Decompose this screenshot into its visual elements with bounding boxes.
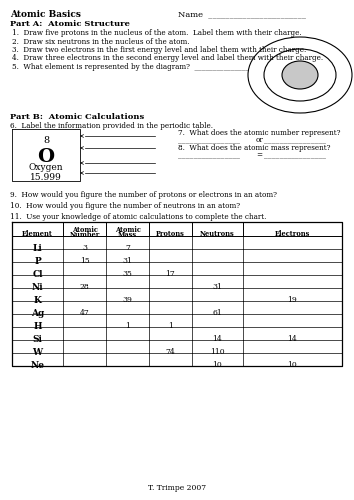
- Text: 4.  Draw three electrons in the second energy level and label them with their ch: 4. Draw three electrons in the second en…: [12, 54, 323, 62]
- Text: Neutrons: Neutrons: [200, 230, 235, 238]
- Text: 15: 15: [80, 257, 90, 265]
- Text: 1.  Draw five protons in the nucleus of the atom.  Label them with their charge.: 1. Draw five protons in the nucleus of t…: [12, 29, 302, 37]
- Text: Oxygen: Oxygen: [29, 163, 63, 172]
- Text: Electrons: Electrons: [275, 230, 310, 238]
- Text: Ne: Ne: [30, 361, 45, 370]
- Text: 1: 1: [125, 322, 130, 330]
- Text: Ag: Ag: [31, 309, 44, 318]
- Text: P: P: [34, 257, 41, 266]
- Text: Atomic Basics: Atomic Basics: [10, 10, 81, 19]
- Text: 39: 39: [122, 296, 132, 304]
- Text: Cl: Cl: [32, 270, 43, 279]
- Text: 74: 74: [166, 348, 175, 356]
- Text: 7: 7: [125, 244, 130, 252]
- Text: Atomic: Atomic: [115, 226, 141, 234]
- Text: 31: 31: [212, 283, 222, 291]
- Text: 19: 19: [287, 296, 297, 304]
- Text: ________________: ________________: [264, 136, 326, 144]
- Text: 47: 47: [80, 309, 90, 317]
- Text: O: O: [38, 148, 55, 166]
- Text: ________________: ________________: [264, 151, 326, 159]
- Text: 8.  What does the atomic mass represent?: 8. What does the atomic mass represent?: [178, 144, 331, 152]
- Text: 110: 110: [210, 348, 225, 356]
- Text: 11.  Use your knowledge of atomic calculations to complete the chart.: 11. Use your knowledge of atomic calcula…: [10, 213, 266, 221]
- Text: 28: 28: [80, 283, 90, 291]
- Text: ________________: ________________: [178, 136, 240, 144]
- Text: 8: 8: [43, 136, 49, 145]
- Text: Protons: Protons: [156, 230, 185, 238]
- Text: Ni: Ni: [32, 283, 44, 292]
- Text: 31: 31: [122, 257, 132, 265]
- Text: Name  _______________________: Name _______________________: [178, 10, 306, 18]
- Text: H: H: [33, 322, 42, 331]
- Text: Part B:  Atomic Calculations: Part B: Atomic Calculations: [10, 113, 144, 121]
- Text: 9.  How would you figure the number of protons or electrons in an atom?: 9. How would you figure the number of pr…: [10, 191, 277, 199]
- Text: or: or: [256, 136, 264, 144]
- Text: 3: 3: [82, 244, 87, 252]
- Text: Li: Li: [33, 244, 42, 253]
- Text: 10: 10: [212, 361, 222, 369]
- Text: Mass: Mass: [118, 231, 137, 239]
- Text: 17: 17: [166, 270, 175, 278]
- Text: Si: Si: [33, 335, 42, 344]
- Text: 1: 1: [168, 322, 173, 330]
- Text: Atomic: Atomic: [72, 226, 98, 234]
- Text: K: K: [34, 296, 41, 305]
- Text: 5.  What element is represented by the diagram?  _______________: 5. What element is represented by the di…: [12, 63, 249, 71]
- Text: 14: 14: [212, 335, 222, 343]
- Text: 2.  Draw six neutrons in the nucleus of the atom.: 2. Draw six neutrons in the nucleus of t…: [12, 38, 189, 46]
- Text: 10.  How would you figure the number of neutrons in an atom?: 10. How would you figure the number of n…: [10, 202, 240, 210]
- Text: 3.  Draw two electrons in the first energy level and label them with their charg: 3. Draw two electrons in the first energ…: [12, 46, 306, 54]
- Text: 61: 61: [212, 309, 222, 317]
- Text: ________________: ________________: [178, 151, 240, 159]
- Text: 15.999: 15.999: [30, 173, 62, 182]
- Ellipse shape: [282, 61, 318, 89]
- Text: Element: Element: [22, 230, 53, 238]
- Text: Part A:  Atomic Structure: Part A: Atomic Structure: [10, 20, 130, 28]
- Text: 14: 14: [287, 335, 297, 343]
- Text: Number: Number: [69, 231, 100, 239]
- Text: 6.  Label the information provided in the periodic table.: 6. Label the information provided in the…: [10, 122, 213, 130]
- Text: T. Trimpe 2007: T. Trimpe 2007: [148, 484, 206, 492]
- Text: =: =: [256, 151, 262, 159]
- Text: 7.  What does the atomic number represent?: 7. What does the atomic number represent…: [178, 129, 341, 137]
- Text: 35: 35: [122, 270, 132, 278]
- Text: 10: 10: [287, 361, 297, 369]
- Text: W: W: [33, 348, 42, 357]
